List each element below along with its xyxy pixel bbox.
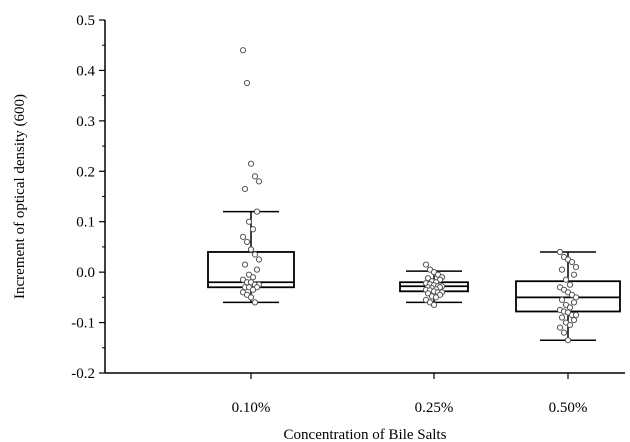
- data-point: [249, 286, 257, 293]
- y-tick-label: 0.5: [76, 13, 95, 29]
- y-axis-title: Increment of optical density (600): [12, 94, 28, 299]
- data-point: [566, 281, 574, 288]
- box-plot-boxes: [207, 210, 621, 341]
- y-tick-label: 0.3: [76, 114, 95, 130]
- x-tick-label: 0.50%: [549, 400, 588, 416]
- data-point: [568, 258, 576, 266]
- y-tick-label: 0.2: [76, 164, 95, 180]
- data-point: [570, 316, 578, 324]
- data-point: [560, 329, 568, 336]
- data-point: [247, 294, 255, 301]
- x-axis-tick-labels: 0.10% 0.25% 0.50%: [232, 400, 588, 416]
- y-tick-label: 0.1: [76, 215, 95, 231]
- data-point: [239, 47, 247, 54]
- data-point: [424, 290, 432, 297]
- data-point: [241, 261, 249, 268]
- x-axis-ticks: [250, 373, 569, 379]
- data-point: [247, 160, 255, 167]
- data-point: [249, 274, 257, 281]
- data-point: [422, 261, 430, 268]
- data-point: [255, 256, 263, 263]
- y-tick-label: 0.4: [76, 63, 95, 79]
- data-point: [241, 185, 249, 193]
- y-axis-ticks: [99, 19, 105, 374]
- y-axis-tick-labels: 0.5 0.4 0.3 0.2 0.1 0.0 -0.1 -0.2: [71, 13, 95, 382]
- data-point: [247, 246, 255, 253]
- data-point: [424, 275, 432, 282]
- data-point: [558, 314, 566, 321]
- data-point: [556, 248, 564, 256]
- data-point: [558, 266, 566, 273]
- data-point: [564, 337, 572, 344]
- data-point: [249, 226, 257, 233]
- y-tick-label: -0.1: [71, 316, 95, 332]
- data-point: [243, 79, 251, 87]
- data-point: [558, 296, 566, 303]
- data-points: [239, 47, 580, 344]
- data-point: [566, 321, 574, 329]
- data-point: [253, 266, 261, 273]
- x-axis-title: Concentration of Bile Salts: [284, 427, 447, 442]
- data-point: [253, 208, 261, 215]
- data-point: [572, 264, 580, 271]
- data-point: [255, 178, 263, 185]
- data-point: [570, 299, 578, 306]
- data-point: [251, 299, 259, 306]
- data-point: [251, 173, 259, 180]
- data-point: [239, 233, 247, 240]
- data-point: [566, 304, 574, 311]
- data-point: [570, 271, 578, 278]
- data-point: [430, 301, 438, 309]
- data-point: [245, 218, 253, 225]
- data-point: [556, 324, 564, 331]
- data-point: [243, 238, 251, 245]
- data-point: [572, 311, 580, 319]
- y-tick-label: 0.0: [76, 265, 95, 281]
- x-tick-label: 0.25%: [415, 400, 454, 416]
- data-point: [432, 294, 440, 301]
- x-tick-label: 0.10%: [232, 400, 271, 416]
- y-tick-label: -0.2: [71, 366, 95, 382]
- data-point: [572, 294, 580, 301]
- data-point: [562, 276, 570, 283]
- data-point: [251, 251, 259, 258]
